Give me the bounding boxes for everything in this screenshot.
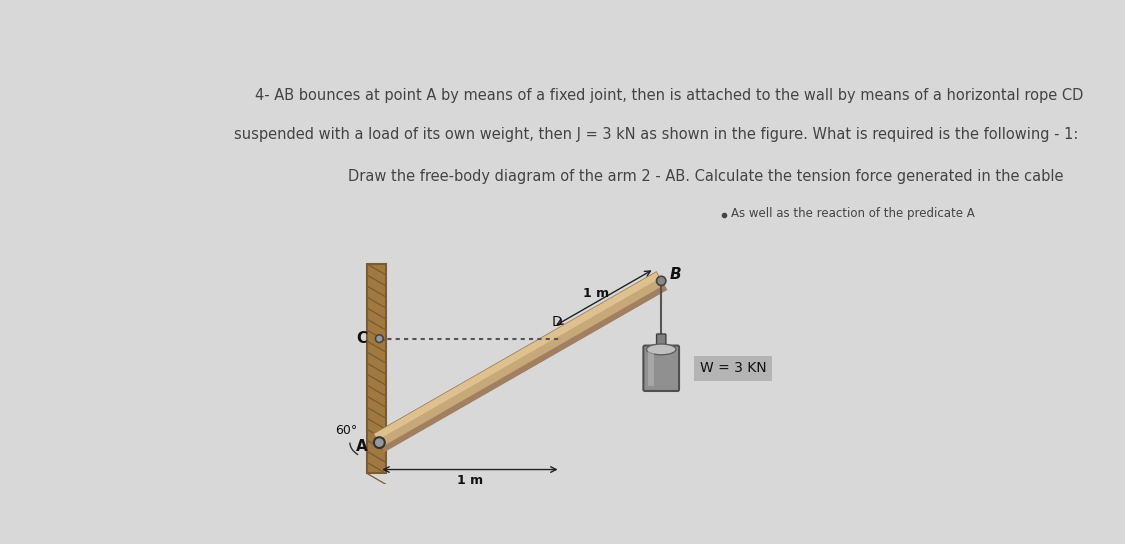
- Text: suspended with a load of its own weight, then J = 3 kN as shown in the figure. W: suspended with a load of its own weight,…: [234, 127, 1078, 142]
- Text: A: A: [357, 439, 368, 454]
- Text: Draw the free-body diagram of the arm 2 - AB. Calculate the tension force genera: Draw the free-body diagram of the arm 2 …: [349, 169, 1064, 184]
- Polygon shape: [375, 272, 666, 452]
- Text: B: B: [669, 267, 681, 282]
- Text: D: D: [551, 314, 562, 329]
- Text: 60°: 60°: [335, 424, 357, 437]
- Text: 1 m: 1 m: [457, 474, 483, 487]
- FancyBboxPatch shape: [644, 345, 680, 391]
- Text: 4- AB bounces at point A by means of a fixed joint, then is attached to the wall: 4- AB bounces at point A by means of a f…: [255, 88, 1083, 103]
- Polygon shape: [375, 272, 659, 440]
- Polygon shape: [381, 285, 666, 452]
- Ellipse shape: [647, 344, 676, 355]
- Text: As well as the reaction of the predicate A: As well as the reaction of the predicate…: [731, 207, 975, 220]
- Text: W = 3 KN: W = 3 KN: [700, 361, 766, 375]
- Text: 1 m: 1 m: [583, 287, 610, 300]
- FancyBboxPatch shape: [657, 334, 666, 349]
- Polygon shape: [367, 264, 386, 473]
- Circle shape: [376, 335, 384, 343]
- Polygon shape: [648, 351, 655, 386]
- Circle shape: [374, 437, 385, 448]
- Text: C: C: [357, 331, 368, 346]
- Circle shape: [657, 276, 666, 286]
